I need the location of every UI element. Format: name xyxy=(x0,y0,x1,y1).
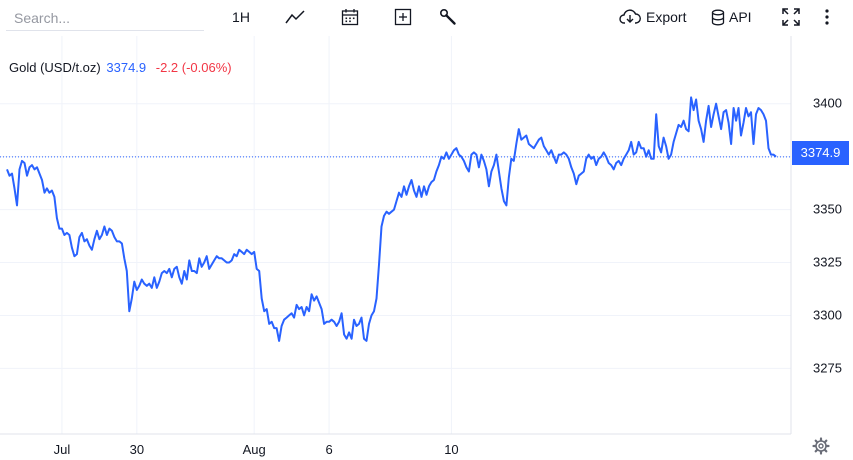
legend-change: -2.2 (-0.06%) xyxy=(155,60,232,75)
legend-symbol: Gold (USD/t.oz) xyxy=(9,60,101,75)
y-tick-label: 3275 xyxy=(813,360,842,375)
api-button[interactable]: API xyxy=(711,6,757,28)
export-button[interactable]: Export xyxy=(619,6,691,28)
wrench-icon[interactable] xyxy=(437,6,459,28)
add-indicator-icon[interactable] xyxy=(392,6,414,28)
x-tick-label: 10 xyxy=(444,442,458,457)
toolbar: 1H Export API xyxy=(0,0,853,36)
more-icon[interactable] xyxy=(818,6,836,28)
y-tick-label: 3400 xyxy=(813,96,842,111)
calendar-icon[interactable] xyxy=(339,6,361,28)
interval-button[interactable]: 1H xyxy=(232,9,250,25)
cloud-download-icon xyxy=(619,9,641,25)
x-tick-label: 30 xyxy=(130,442,144,457)
x-tick-label: Aug xyxy=(243,442,266,457)
x-tick-label: 6 xyxy=(325,442,332,457)
y-tick-label: 3325 xyxy=(813,255,842,270)
search-input[interactable] xyxy=(6,5,204,31)
y-tick-label: 3300 xyxy=(813,307,842,322)
y-tick-label: 3350 xyxy=(813,202,842,217)
legend-price: 3374.9 xyxy=(106,60,147,75)
x-tick-label: Jul xyxy=(54,442,71,457)
export-label: Export xyxy=(646,9,687,25)
price-series-line xyxy=(6,96,777,342)
database-icon xyxy=(711,9,725,26)
last-price-label: 3374.9 xyxy=(792,141,849,165)
chart-legend: Gold (USD/t.oz) 3374.9 -2.2 (-0.06%) xyxy=(9,60,232,75)
line-chart-icon[interactable] xyxy=(283,6,307,28)
api-label: API xyxy=(729,9,752,25)
settings-gear-icon[interactable] xyxy=(812,437,830,455)
fullscreen-icon[interactable] xyxy=(780,6,802,28)
